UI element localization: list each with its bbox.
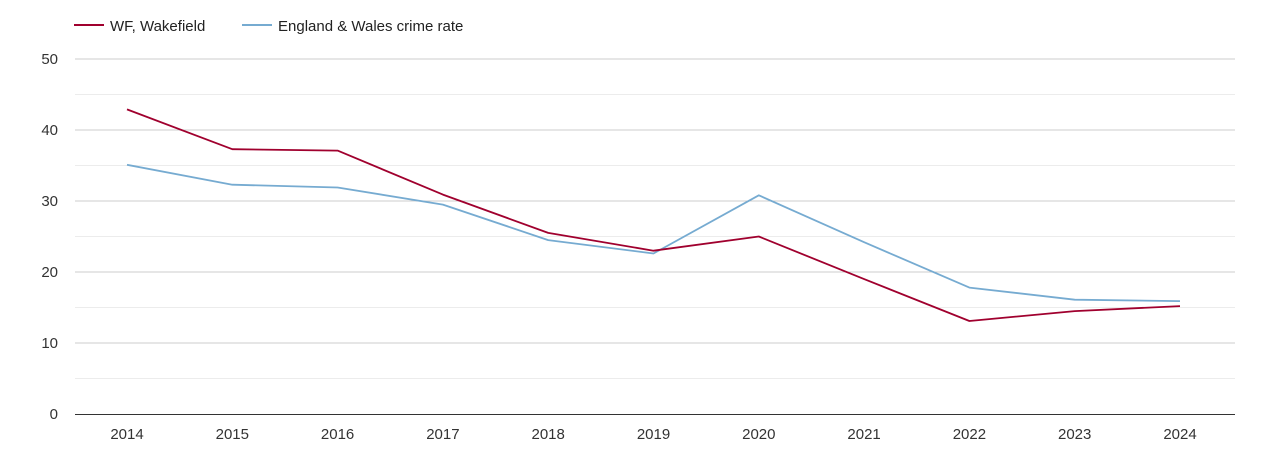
legend-item-wf-wakefield[interactable]: WF, Wakefield bbox=[74, 18, 205, 35]
x-tick-label: 2018 bbox=[532, 426, 565, 443]
y-tick-label: 50 bbox=[41, 51, 58, 68]
y-tick-label: 40 bbox=[41, 122, 58, 139]
series-line-wf-wakefield bbox=[126, 108, 1181, 322]
series-lines bbox=[126, 108, 1181, 322]
x-tick-label: 2017 bbox=[426, 426, 459, 443]
y-tick-label: 0 bbox=[50, 406, 58, 423]
x-tick-label: 2023 bbox=[1058, 426, 1091, 443]
series-line-england-wales bbox=[126, 163, 1181, 302]
x-tick-label: 2020 bbox=[742, 426, 775, 443]
x-tick-label: 2024 bbox=[1163, 426, 1196, 443]
x-axis: 2014 2015 2016 2017 2018 2019 2020 2021 … bbox=[75, 414, 1235, 443]
x-tick-label: 2019 bbox=[637, 426, 670, 443]
legend-label: WF, Wakefield bbox=[110, 18, 205, 35]
gridlines bbox=[75, 58, 1235, 379]
legend-label: England & Wales crime rate bbox=[278, 18, 463, 35]
legend: WF, Wakefield England & Wales crime rate bbox=[74, 18, 463, 35]
x-tick-label: 2022 bbox=[953, 426, 986, 443]
x-tick-label: 2014 bbox=[110, 426, 143, 443]
y-axis: 0 10 20 30 40 50 bbox=[41, 51, 58, 423]
x-tick-label: 2015 bbox=[216, 426, 249, 443]
y-tick-label: 20 bbox=[41, 264, 58, 281]
x-tick-label: 2016 bbox=[321, 426, 354, 443]
y-tick-label: 10 bbox=[41, 335, 58, 352]
legend-item-england-wales[interactable]: England & Wales crime rate bbox=[242, 18, 463, 35]
y-tick-label: 30 bbox=[41, 193, 58, 210]
x-tick-label: 2021 bbox=[847, 426, 880, 443]
